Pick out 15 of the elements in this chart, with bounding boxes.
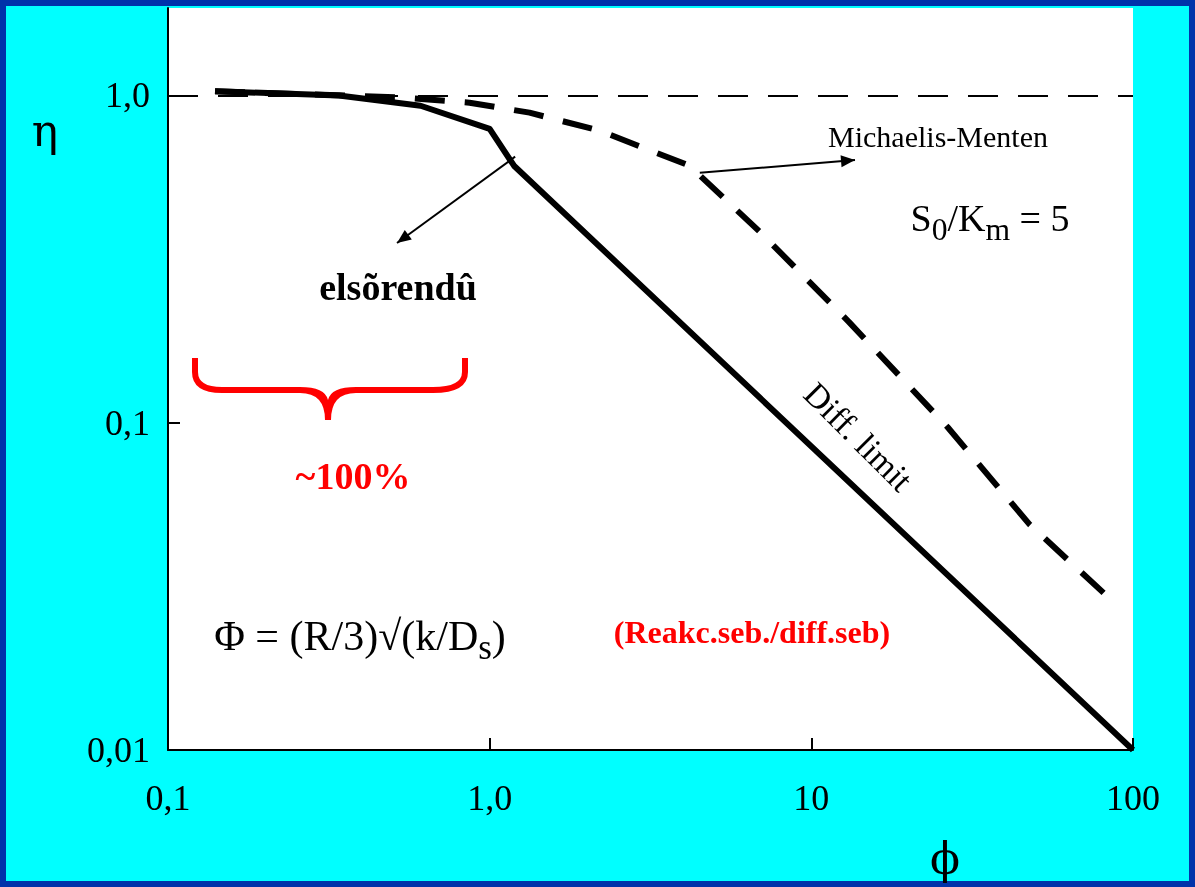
annotation: elsõrendû [319,265,477,309]
y-tick-label: 0,1 [105,402,150,443]
x-axis-title: ϕ [930,832,960,884]
annotation: (Reakc.seb./diff.seb) [613,613,891,651]
x-tick-label: 1,0 [467,778,513,818]
annotation: ~100% [295,454,411,498]
y-tick-label: 1,0 [105,75,150,116]
x-tick-label: 100 [1106,778,1160,818]
x-tick-label: 0,1 [145,778,191,818]
y-axis-title: η [31,104,59,156]
annotation: Michaelis-Menten [828,120,1048,154]
annotation: Φ = (R/3)√(k/D$_{s}$) [214,611,506,669]
y-tick-label: 0,01 [87,730,150,770]
annotation: S$_{0}$/K$_{m}$ = 5 [910,196,1070,248]
x-tick-label: 10 [793,778,830,818]
